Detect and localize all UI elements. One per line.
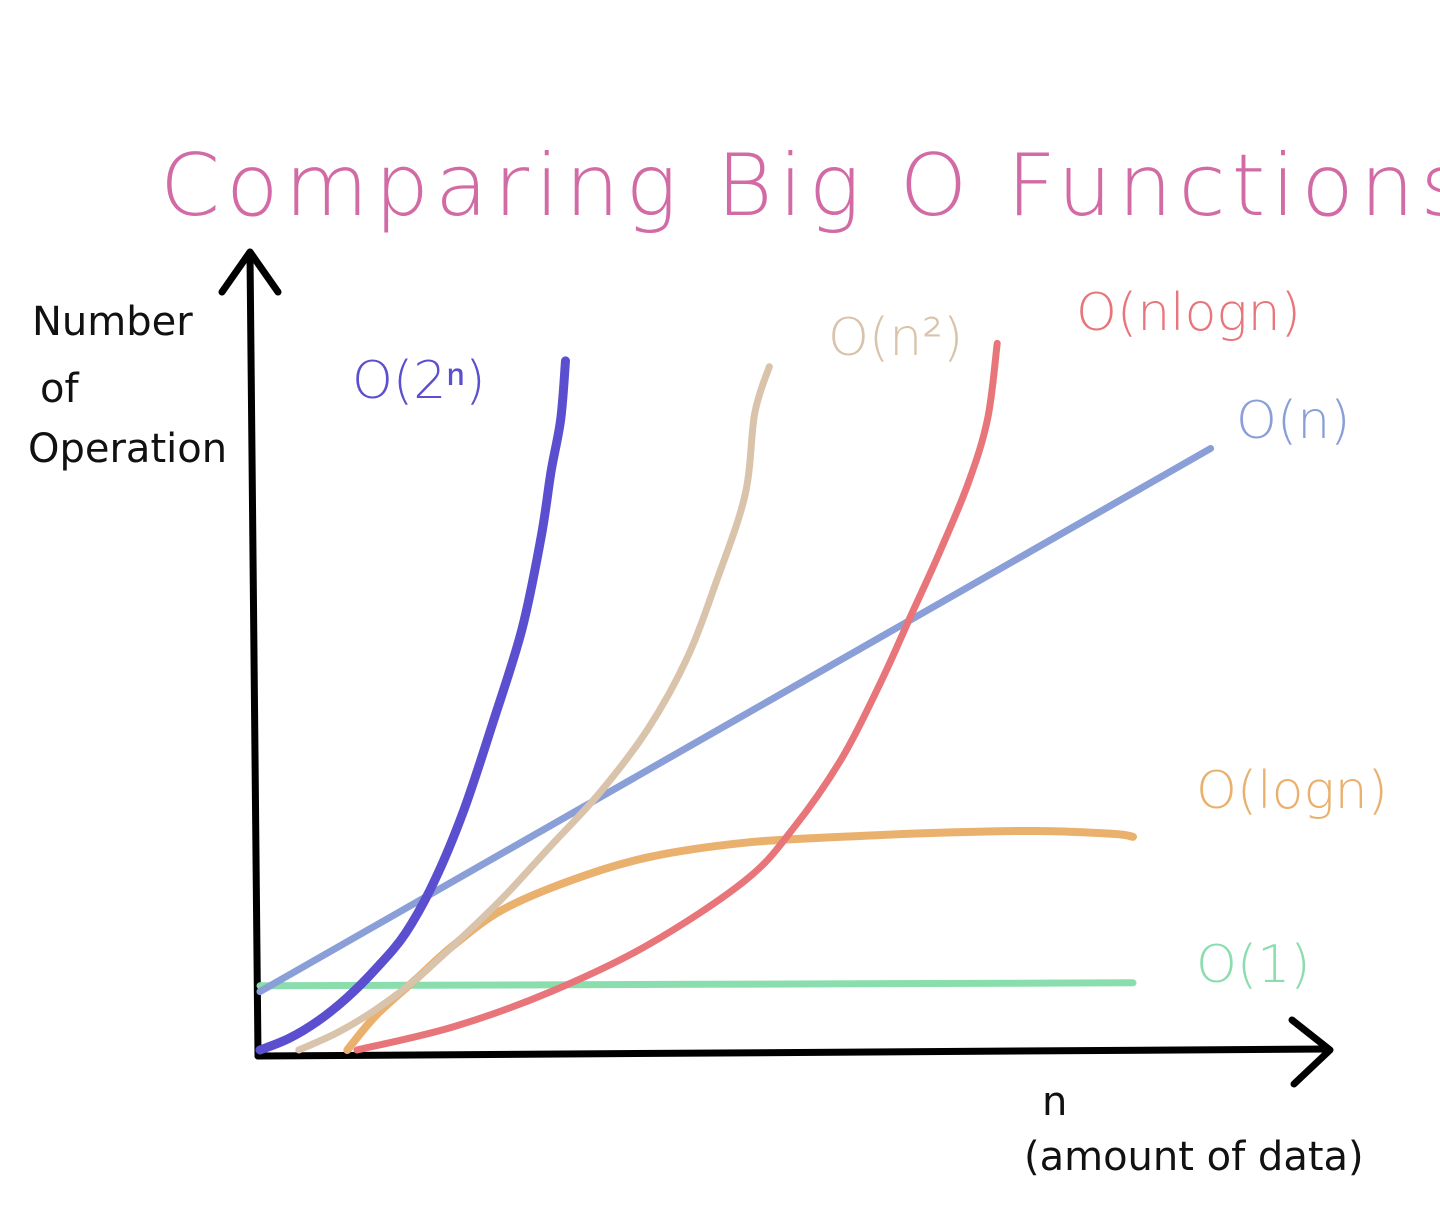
series-lines bbox=[255, 339, 1215, 1055]
axes bbox=[218, 248, 1334, 1088]
y-axis-arrowhead bbox=[218, 248, 282, 296]
label-o-n2: O(n²) bbox=[828, 308, 963, 368]
x-axis-line bbox=[254, 1045, 1332, 1060]
chart-title: Comparing Big O Functions bbox=[160, 136, 1440, 236]
series-line-log bbox=[343, 826, 1137, 1054]
series-line-linear bbox=[256, 445, 1215, 996]
label-o-2n: O(2ⁿ) bbox=[352, 351, 486, 411]
y-axis-label-line-1: Number bbox=[32, 299, 193, 345]
x-axis-label: n (amount of data) bbox=[1024, 1079, 1364, 1180]
series-labels: O(2ⁿ) O(n²) O(nlogn) O(n) O(logn) O(1) bbox=[352, 283, 1388, 995]
y-axis-label: Number of Operation bbox=[28, 299, 227, 472]
series-line-quad bbox=[295, 363, 773, 1054]
series-line-exp bbox=[255, 356, 570, 1055]
x-axis-label-line-1: n bbox=[1042, 1079, 1067, 1125]
x-axis-label-line-2: (amount of data) bbox=[1024, 1134, 1364, 1180]
series-line-const bbox=[256, 979, 1137, 990]
y-axis-label-line-2: of bbox=[40, 366, 79, 412]
label-o-n: O(n) bbox=[1236, 391, 1350, 451]
y-axis-label-line-3: Operation bbox=[28, 426, 227, 472]
label-o-nlogn: O(nlogn) bbox=[1076, 283, 1301, 343]
y-axis-line bbox=[246, 251, 262, 1060]
label-o-1: O(1) bbox=[1196, 935, 1311, 995]
series-line-nlogn bbox=[353, 339, 1001, 1054]
label-o-logn: O(logn) bbox=[1196, 761, 1388, 821]
x-axis-arrowhead bbox=[1288, 1016, 1334, 1088]
